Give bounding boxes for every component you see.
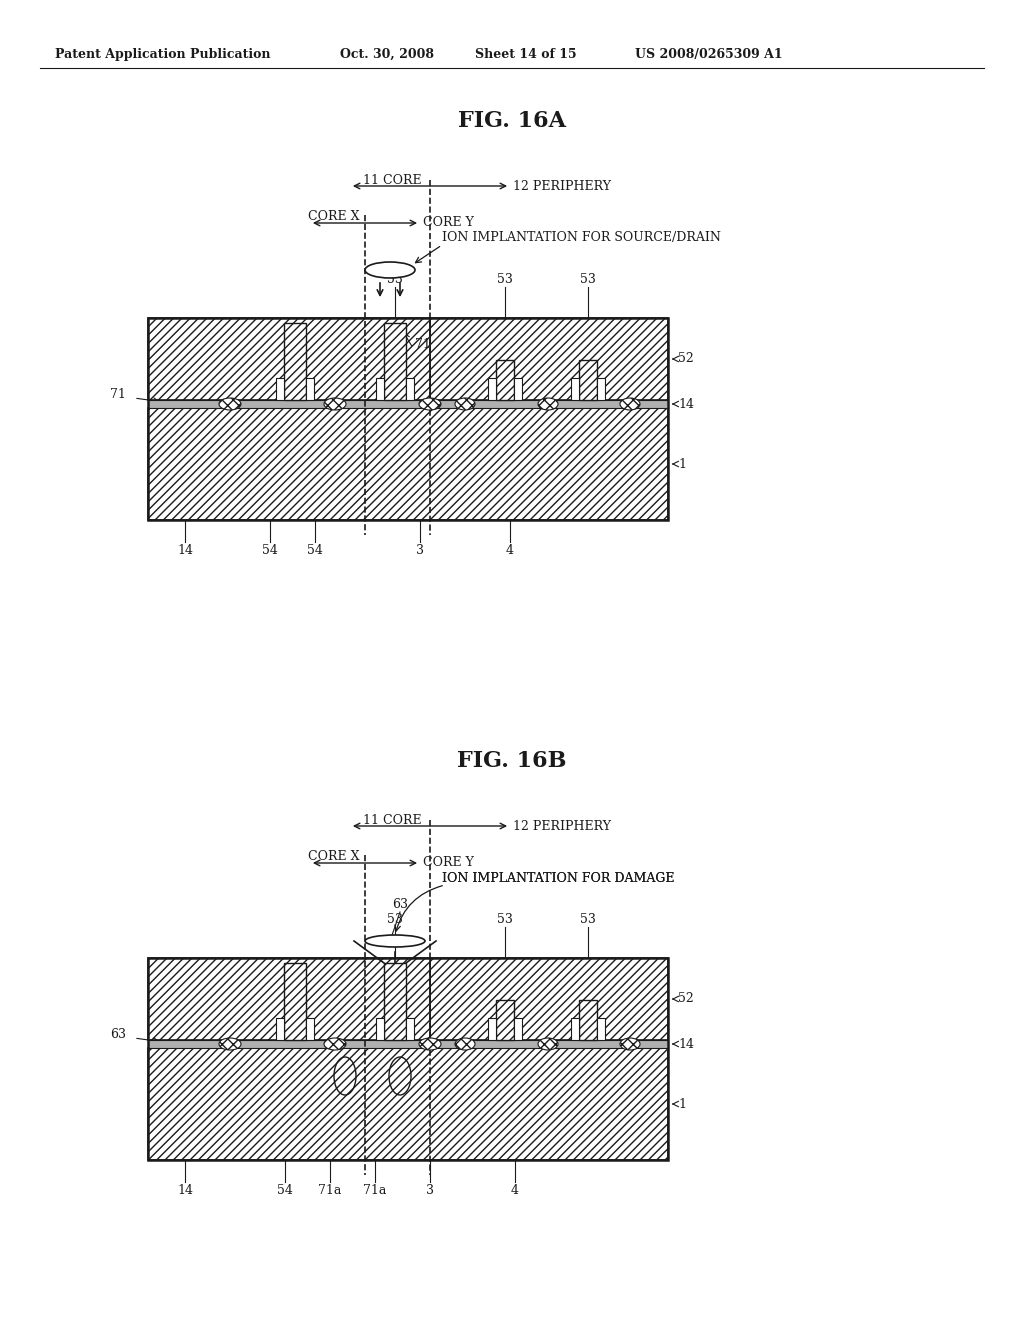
Bar [376, 378, 384, 400]
Text: FIG. 16B: FIG. 16B [458, 750, 566, 772]
Text: 12 PERIPHERY: 12 PERIPHERY [513, 820, 611, 833]
Bar [488, 378, 496, 400]
Bar [406, 1018, 414, 1040]
Text: 11 CORE: 11 CORE [364, 813, 422, 826]
Text: 52: 52 [678, 352, 693, 366]
Text: 1: 1 [678, 1097, 686, 1110]
Ellipse shape [419, 399, 441, 411]
Text: 11 CORE: 11 CORE [364, 173, 422, 186]
Text: 14: 14 [177, 1184, 193, 1197]
Ellipse shape [419, 1038, 441, 1049]
Ellipse shape [538, 399, 558, 411]
Text: 71a: 71a [318, 1184, 342, 1197]
Ellipse shape [620, 399, 640, 411]
Ellipse shape [455, 399, 475, 411]
Bar [148, 1048, 668, 1160]
Text: ION IMPLANTATION FOR DAMAGE: ION IMPLANTATION FOR DAMAGE [442, 871, 675, 884]
Bar [597, 378, 605, 400]
Bar [514, 1018, 522, 1040]
Text: 53: 53 [497, 913, 513, 927]
Text: 4: 4 [511, 1184, 519, 1197]
Text: 52: 52 [678, 993, 693, 1006]
Bar [597, 1018, 605, 1040]
Text: CORE X: CORE X [308, 850, 360, 863]
Text: 53: 53 [497, 273, 513, 286]
Text: ION IMPLANTATION FOR DAMAGE: ION IMPLANTATION FOR DAMAGE [442, 871, 675, 884]
Text: 71a: 71a [364, 1184, 387, 1197]
Bar [430, 318, 668, 400]
Bar [384, 964, 406, 1040]
Bar [571, 378, 579, 400]
Ellipse shape [455, 1038, 475, 1049]
Bar [376, 1018, 384, 1040]
Text: 14: 14 [177, 544, 193, 557]
Text: ION IMPLANTATION FOR SOURCE/DRAIN: ION IMPLANTATION FOR SOURCE/DRAIN [442, 231, 721, 244]
Ellipse shape [324, 399, 346, 411]
Ellipse shape [620, 1038, 640, 1049]
Text: 53: 53 [580, 273, 596, 286]
Bar [496, 1001, 514, 1040]
Text: 71: 71 [111, 388, 126, 401]
Bar [406, 378, 414, 400]
Text: 63: 63 [392, 898, 408, 911]
Text: Patent Application Publication: Patent Application Publication [55, 48, 270, 61]
Bar [579, 360, 597, 400]
Bar [276, 378, 284, 400]
Bar [148, 318, 668, 520]
Text: CORE Y: CORE Y [423, 857, 474, 870]
Text: US 2008/0265309 A1: US 2008/0265309 A1 [635, 48, 782, 61]
Bar [284, 964, 306, 1040]
Ellipse shape [365, 261, 415, 279]
Bar [488, 1018, 496, 1040]
Bar [148, 318, 430, 400]
Ellipse shape [219, 399, 241, 411]
Text: 71: 71 [415, 338, 431, 351]
Bar [148, 958, 430, 1040]
Text: 12 PERIPHERY: 12 PERIPHERY [513, 180, 611, 193]
Ellipse shape [365, 935, 425, 946]
Bar [496, 360, 514, 400]
Bar [514, 378, 522, 400]
Bar [284, 323, 306, 400]
Text: Oct. 30, 2008: Oct. 30, 2008 [340, 48, 434, 61]
Text: 53: 53 [580, 913, 596, 927]
Bar [306, 378, 314, 400]
Text: FIG. 16A: FIG. 16A [458, 110, 566, 132]
Text: 14: 14 [678, 397, 694, 411]
Bar [306, 1018, 314, 1040]
Text: 53: 53 [387, 913, 402, 927]
Ellipse shape [219, 1038, 241, 1049]
Text: CORE X: CORE X [308, 210, 360, 223]
Text: 4: 4 [506, 544, 514, 557]
Text: 54: 54 [262, 544, 278, 557]
Text: 14: 14 [678, 1038, 694, 1051]
Text: 3: 3 [416, 544, 424, 557]
Text: 63: 63 [110, 1028, 126, 1041]
Text: CORE Y: CORE Y [423, 216, 474, 230]
Ellipse shape [324, 1038, 346, 1049]
Bar [148, 400, 668, 408]
Text: Sheet 14 of 15: Sheet 14 of 15 [475, 48, 577, 61]
Bar [384, 323, 406, 400]
Text: 1: 1 [678, 458, 686, 470]
Text: 53: 53 [387, 273, 402, 286]
Text: 3: 3 [426, 1184, 434, 1197]
Text: 54: 54 [278, 1184, 293, 1197]
Bar [579, 1001, 597, 1040]
Bar [276, 1018, 284, 1040]
Text: 54: 54 [307, 544, 323, 557]
Bar [430, 958, 668, 1040]
Bar [148, 408, 668, 520]
Bar [148, 1040, 668, 1048]
Bar [571, 1018, 579, 1040]
Bar [148, 958, 668, 1160]
Ellipse shape [538, 1038, 558, 1049]
